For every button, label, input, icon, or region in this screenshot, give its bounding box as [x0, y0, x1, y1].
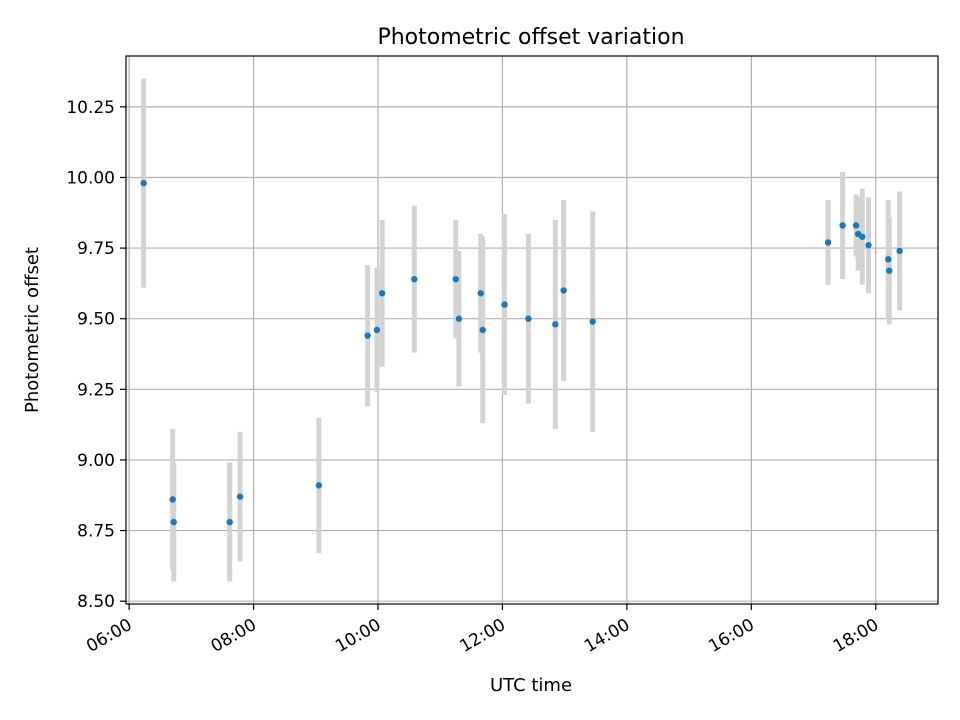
data-point	[378, 290, 386, 297]
y-tick-label: 8.75	[77, 522, 115, 542]
y-axis-ticks: 8.50 8.75 9.00 9.25 9.50 9.75 10.00 10.25	[66, 98, 126, 612]
x-tick-label: 16:00	[705, 615, 757, 657]
x-tick-label: 18:00	[830, 615, 882, 657]
data-point	[896, 247, 903, 255]
x-tick-label: 14:00	[581, 615, 633, 657]
data-point	[589, 318, 596, 325]
y-tick-label: 8.50	[77, 592, 115, 612]
data-point	[170, 518, 177, 526]
x-tick-label: 12:00	[457, 615, 509, 657]
data-point	[169, 496, 176, 503]
y-tick-label: 10.25	[66, 98, 115, 118]
error-bars	[141, 78, 903, 582]
data-points	[140, 179, 903, 526]
data-point	[859, 233, 866, 240]
x-axis-label: UTC time	[490, 675, 572, 696]
data-point	[824, 239, 832, 246]
y-tick-label: 9.00	[77, 451, 115, 471]
data-point	[452, 275, 459, 283]
data-point	[455, 315, 463, 322]
y-tick-label: 9.25	[77, 380, 115, 400]
plot-frame	[125, 55, 939, 605]
y-axis-label: Photometric offset	[22, 247, 43, 413]
data-point	[411, 275, 418, 283]
chart-title: Photometric offset variation	[377, 25, 684, 50]
data-point	[140, 179, 147, 187]
data-point	[886, 267, 893, 274]
data-point	[236, 493, 244, 500]
data-point	[865, 242, 872, 249]
data-point	[479, 326, 486, 334]
data-point	[839, 222, 846, 229]
data-point	[477, 290, 484, 297]
y-tick-label: 10.00	[66, 168, 115, 188]
data-point	[226, 518, 233, 526]
x-tick-label: 08:00	[208, 615, 260, 657]
data-point	[501, 301, 508, 308]
data-point	[315, 482, 323, 489]
data-point	[525, 315, 532, 322]
x-tick-label: 10:00	[332, 615, 384, 657]
data-point	[373, 326, 381, 334]
data-point	[560, 287, 567, 294]
data-point	[885, 256, 892, 263]
data-point	[364, 332, 371, 339]
x-tick-label: 06:00	[83, 615, 135, 657]
y-tick-label: 9.50	[77, 310, 115, 330]
x-axis-ticks: 06:00 08:00 10:00 12:00 14:00 16:00 18:00	[83, 604, 882, 657]
data-point	[852, 222, 860, 229]
data-point	[552, 321, 559, 328]
grid-lines	[126, 56, 938, 604]
y-tick-label: 9.75	[77, 239, 115, 259]
